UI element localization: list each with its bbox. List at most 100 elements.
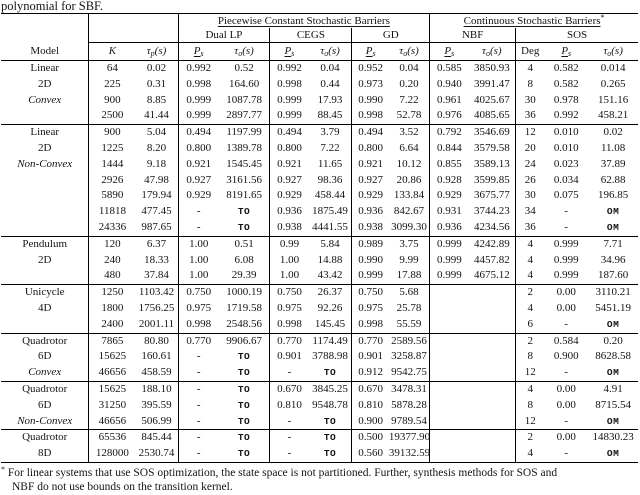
value-text: 8 bbox=[527, 77, 533, 90]
value-text: 1389.78 bbox=[226, 141, 262, 154]
value-text: 1197.99 bbox=[226, 126, 262, 139]
column-header-p: Ps bbox=[269, 42, 309, 61]
cell-value: 7865 bbox=[88, 332, 136, 350]
cell-value: 1250 bbox=[88, 284, 136, 301]
cell-value: 3110.21 bbox=[588, 284, 638, 301]
cell-value: 188.10 bbox=[135, 380, 179, 398]
value-text: 26 bbox=[524, 173, 536, 186]
cell-value: - bbox=[178, 380, 219, 398]
value-text: 0.999 bbox=[436, 253, 462, 266]
value-text: 0.584 bbox=[553, 334, 579, 347]
cell-value: 0.00 bbox=[544, 284, 589, 301]
cell-value bbox=[430, 414, 469, 430]
cell-value: 0.927 bbox=[270, 173, 309, 189]
model-label: Quadrotor bbox=[22, 431, 68, 444]
cell-value: 5.84 bbox=[308, 235, 353, 253]
value-text: 3589.13 bbox=[473, 157, 510, 170]
cell-value: 0.938 bbox=[352, 220, 389, 236]
cell-value: 3099.30 bbox=[388, 219, 431, 237]
cell-model: Convex bbox=[1, 92, 90, 109]
value-text: 8.20 bbox=[146, 141, 167, 154]
cell-value bbox=[468, 380, 517, 398]
cell-value: 0.952 bbox=[352, 61, 389, 77]
status-code: TO bbox=[237, 367, 251, 379]
p-lower-bound-symbol: P bbox=[193, 45, 201, 57]
value-text: 0.978 bbox=[553, 93, 579, 106]
cell-model: Quadrotor bbox=[1, 332, 90, 350]
table-row: 2400 2001.11 0.998 2548.56 0.998 145.45 0.998 5… bbox=[1, 316, 638, 334]
table-row: Quadrotor 7865 80.80 0.770 9906.67 0.770 1174.… bbox=[1, 332, 638, 350]
tau-unit: (s) bbox=[154, 45, 167, 57]
status-code: OM bbox=[606, 206, 620, 218]
cell-value: 458.59 bbox=[135, 365, 179, 382]
value-text: 20 bbox=[524, 141, 536, 154]
value-text: 0.952 bbox=[358, 62, 384, 74]
tau-symbol: τ bbox=[603, 45, 608, 57]
value-text: 7.22 bbox=[399, 93, 419, 106]
cell-value: 0.99 bbox=[269, 235, 309, 253]
model-label: 8D bbox=[37, 447, 52, 460]
cell-model: Quadrotor bbox=[1, 429, 90, 447]
column-header-p: Ps bbox=[351, 42, 389, 61]
cell-value: 0.936 bbox=[430, 220, 469, 236]
value-text: 987.65 bbox=[141, 220, 172, 233]
table-row: Convex 900 8.85 0.999 1087.78 0.999 17.93 0.990… bbox=[1, 92, 638, 109]
value-text: 0.999 bbox=[186, 109, 212, 122]
cell-value: 3589.13 bbox=[468, 156, 517, 173]
column-header-k-label: K bbox=[108, 45, 117, 57]
footnote-star: * bbox=[1, 464, 5, 474]
value-text: 0.928 bbox=[436, 173, 462, 186]
cell-model: Non-Convex bbox=[1, 156, 90, 173]
cell-value: 3546.69 bbox=[468, 124, 517, 141]
column-header-deg: Deg bbox=[515, 42, 545, 61]
value-text: 0.494 bbox=[277, 126, 302, 139]
cell-value: 6.64 bbox=[388, 140, 431, 157]
cell-value: 8 bbox=[516, 398, 545, 414]
value-text: 0.998 bbox=[277, 77, 302, 90]
value-text: 0.921 bbox=[358, 157, 384, 170]
value-text: 0.014 bbox=[600, 62, 626, 74]
cell-value: 0.999 bbox=[544, 268, 588, 284]
cell-value: 24 bbox=[516, 157, 545, 173]
model-label: 2D bbox=[37, 141, 52, 154]
value-text: 92.26 bbox=[317, 301, 343, 314]
cell-value: TO bbox=[308, 429, 353, 447]
cell-value: 0.04 bbox=[308, 60, 353, 77]
value-text: 0.999 bbox=[186, 93, 212, 106]
cell-value: 4242.89 bbox=[468, 235, 517, 253]
value-text: 52.78 bbox=[396, 109, 422, 122]
value-text: 128000 bbox=[95, 447, 129, 460]
cell-value: 2001.11 bbox=[135, 316, 179, 334]
cell-value: 0.00 bbox=[544, 380, 589, 398]
model-label: 2D bbox=[37, 77, 52, 90]
cell-value: 0.990 bbox=[352, 253, 389, 269]
value-text: 18.33 bbox=[144, 253, 169, 266]
cell-value: 0.999 bbox=[178, 108, 219, 124]
cell-value: TO bbox=[218, 413, 271, 430]
tau-unit: (s) bbox=[489, 45, 502, 57]
cell-value: 0.855 bbox=[430, 157, 469, 173]
cell-value: 0.792 bbox=[429, 124, 469, 141]
cell-value: 0.998 bbox=[270, 77, 309, 93]
cell-value: 0.800 bbox=[178, 141, 219, 157]
cell-value: 0.810 bbox=[352, 398, 389, 414]
method-header-dual-lp: Dual LP bbox=[178, 28, 271, 43]
value-text: 8628.58 bbox=[595, 350, 631, 363]
value-text: - bbox=[564, 220, 569, 233]
cell-value: 0.961 bbox=[430, 93, 469, 109]
cell-value: - bbox=[178, 220, 219, 236]
cell-value: 4 bbox=[516, 61, 545, 77]
value-text: 0.99 bbox=[279, 237, 300, 250]
cell-value bbox=[468, 300, 517, 317]
cell-value: OM bbox=[588, 220, 638, 236]
cell-value: 8715.54 bbox=[588, 398, 638, 414]
cell-value bbox=[429, 332, 469, 350]
cell-model: 6D bbox=[1, 349, 90, 366]
value-text: 47.98 bbox=[144, 173, 169, 186]
column-header-p: Ps bbox=[544, 42, 589, 61]
cell-value: 0.992 bbox=[178, 61, 219, 77]
table-row: 8D 128000 2530.74 - TO - TO 0.560 39132.59 4 - OM bbox=[1, 446, 638, 463]
cell-value: 6.08 bbox=[218, 252, 271, 269]
value-text: 3110.21 bbox=[595, 286, 631, 299]
